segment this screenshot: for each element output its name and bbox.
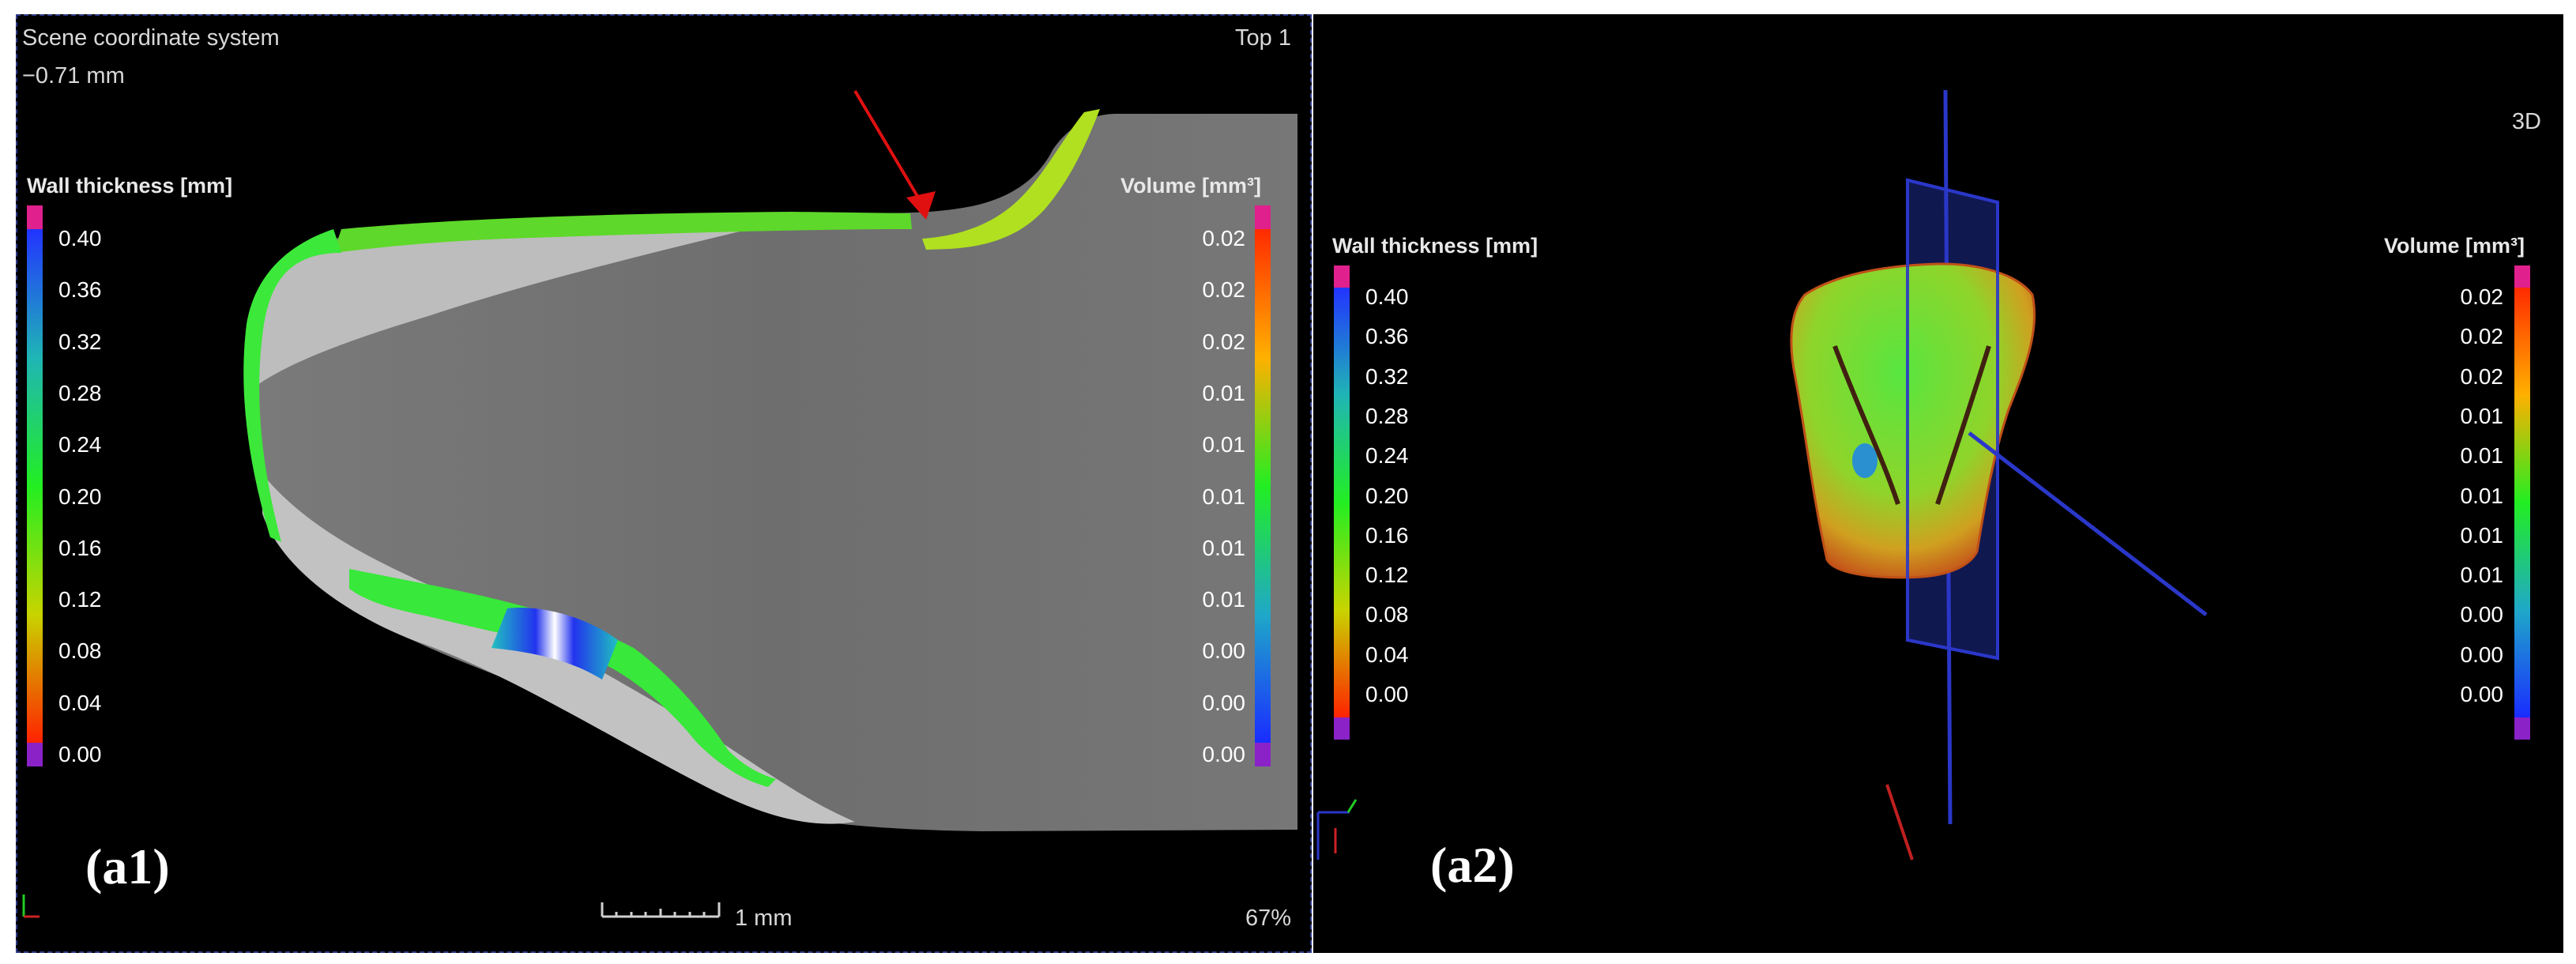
cement-layer-top xyxy=(333,212,912,253)
legend-tick: 0.32 xyxy=(58,329,102,354)
thick-cement-region xyxy=(491,608,618,680)
volume-legend-title: Volume [mm³] xyxy=(1120,174,1262,198)
legend-tick: 0.36 xyxy=(58,277,102,303)
cut-plane-diagonal-axis xyxy=(1968,431,2208,616)
legend-tick: 0.00 xyxy=(1202,638,1246,664)
defect-arrow-shaft xyxy=(853,89,920,199)
enamel-region-upper xyxy=(254,223,776,387)
legend-tick: 0.02 xyxy=(2460,324,2504,349)
3d-render-image xyxy=(1316,89,2208,860)
legend-tick: 0.00 xyxy=(2460,642,2504,667)
crown-groove-right xyxy=(1935,345,1991,505)
legend-tick: 0.01 xyxy=(2460,443,2504,469)
legend-tick: 0.01 xyxy=(2460,403,2504,428)
crown-blue-spot xyxy=(1852,443,1877,478)
legend-tick: 0.24 xyxy=(58,432,102,458)
legend-tick: 0.01 xyxy=(2460,483,2504,508)
volume-min-cap xyxy=(2514,717,2530,740)
volume-max-cap xyxy=(1255,205,1271,229)
view-name-label: Top 1 xyxy=(1235,25,1291,51)
wall-thickness-colorbar xyxy=(27,229,43,743)
legend-tick: 0.01 xyxy=(1202,535,1246,560)
legend-tick: 0.36 xyxy=(1365,324,1409,349)
legend-tick: 0.16 xyxy=(58,535,102,560)
legend-tick: 0.01 xyxy=(1202,484,1246,509)
legend-tick: 0.02 xyxy=(1202,226,1246,250)
legend-tick: 0.01 xyxy=(2460,522,2504,548)
volume-legend-title: Volume [mm³] xyxy=(2384,234,2525,258)
legend-tick: 0.02 xyxy=(2460,363,2504,389)
legend-tick: 0.01 xyxy=(1202,432,1246,458)
ct-slice-image xyxy=(22,89,1297,918)
legend-tick: 0.00 xyxy=(58,742,102,766)
slice-position-readout: −0.71 mm xyxy=(22,63,125,88)
legend-tick: 0.40 xyxy=(1365,284,1409,309)
crown-groove-left xyxy=(1832,345,1900,505)
thickness-min-cap xyxy=(1334,717,1350,740)
legend-tick: 0.00 xyxy=(1202,690,1246,715)
axis-gizmo-icon xyxy=(1316,799,1358,860)
red-axis-line xyxy=(1885,784,1914,860)
thickness-max-cap xyxy=(27,205,43,229)
legend-tick: 0.00 xyxy=(2460,602,2504,627)
crown-model xyxy=(1790,262,2036,579)
thickness-max-cap xyxy=(1334,265,1350,288)
legend-tick: 0.04 xyxy=(58,690,102,715)
legend-tick: 0.02 xyxy=(2460,284,2504,309)
volume-min-cap xyxy=(1255,743,1271,766)
legend-tick: 0.24 xyxy=(1365,443,1409,469)
legend-tick: 0.08 xyxy=(58,638,102,664)
legend-tick: 0.04 xyxy=(1365,642,1409,667)
thickness-min-cap xyxy=(27,743,43,766)
panel-label-a2: (a2) xyxy=(1430,837,1515,893)
legend-tick: 0.32 xyxy=(1365,363,1409,389)
volume-max-cap xyxy=(2514,265,2530,288)
legend-tick: 0.12 xyxy=(58,587,102,612)
panel-label-a1: (a1) xyxy=(85,838,170,894)
defect-arrow-head xyxy=(906,191,936,220)
scale-bar xyxy=(601,902,721,918)
view-name-label: 3D xyxy=(2511,109,2541,134)
legend-tick: 0.20 xyxy=(58,484,102,509)
legend-tick: 0.02 xyxy=(1202,277,1246,303)
legend-tick: 0.08 xyxy=(1365,602,1409,627)
legend-tick: 0.12 xyxy=(1365,563,1409,588)
coord-system-label: Scene coordinate system xyxy=(22,25,280,51)
legend-tick: 0.01 xyxy=(2460,563,2504,588)
legend-tick: 0.00 xyxy=(2460,682,2504,706)
legend-tick: 0.28 xyxy=(58,380,102,405)
axis-gizmo-icon xyxy=(22,894,40,918)
legend-tick: 0.16 xyxy=(1365,522,1409,548)
wall-thickness-legend-title: Wall thickness [mm] xyxy=(1332,234,1538,258)
legend-tick: 0.00 xyxy=(1365,682,1409,706)
legend-tick: 0.00 xyxy=(1202,742,1246,766)
volume-colorbar xyxy=(1255,229,1271,743)
legend-tick: 0.20 xyxy=(1365,483,1409,508)
legend-tick: 0.02 xyxy=(1202,329,1246,354)
wall-thickness-legend-title: Wall thickness [mm] xyxy=(27,174,233,198)
cut-plane-front xyxy=(1906,178,1999,661)
legend-tick: 0.28 xyxy=(1365,403,1409,428)
zoom-level: 67% xyxy=(1245,906,1291,931)
legend-tick: 0.01 xyxy=(1202,380,1246,405)
cement-layer-upper xyxy=(922,109,1100,250)
slice-view-panel[interactable]: Scene coordinate system −0.71 mm Top 1 W… xyxy=(16,14,1312,953)
wall-thickness-colorbar xyxy=(1334,288,1350,717)
legend-tick: 0.01 xyxy=(1202,587,1246,612)
legend-tick: 0.40 xyxy=(58,226,102,250)
scale-bar-label: 1 mm xyxy=(735,906,793,931)
cement-layer-lower xyxy=(349,569,776,787)
volume-colorbar xyxy=(2514,288,2530,717)
3d-view-panel[interactable]: 3D Wall thickness [mm] 0.40 0.36 0.32 0.28 0… xyxy=(1313,14,2563,953)
